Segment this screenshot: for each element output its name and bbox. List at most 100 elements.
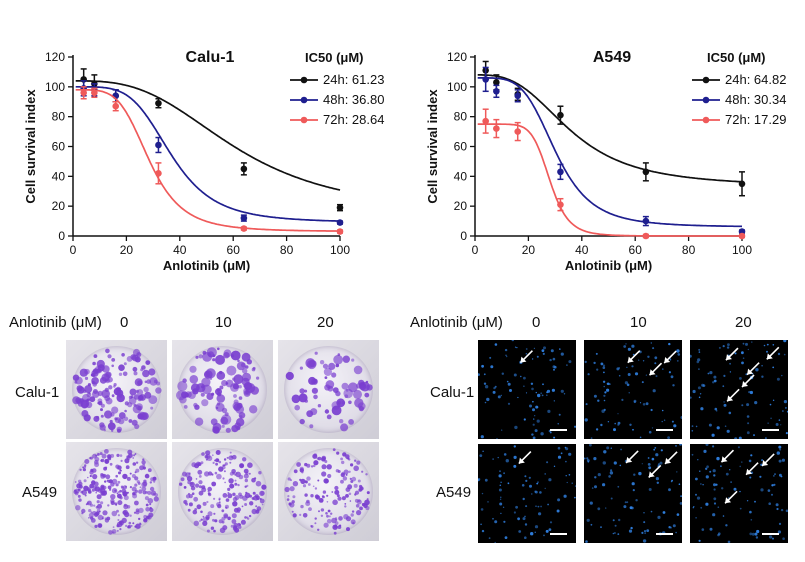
colony-plate (66, 442, 167, 541)
point-marker (493, 125, 500, 132)
y-tick-label: 40 (454, 169, 468, 183)
data-point (240, 162, 248, 176)
legend-marker (300, 96, 308, 104)
colony-dots (285, 351, 373, 432)
point-marker (482, 117, 489, 125)
x-tick-label: 100 (330, 243, 350, 257)
y-tick-label: 100 (45, 80, 65, 94)
data-point (112, 101, 120, 112)
point-marker (557, 111, 564, 119)
colony-dots (176, 347, 260, 434)
data-point (557, 197, 564, 212)
x-tick-label: 60 (227, 243, 241, 257)
point-marker (240, 214, 248, 222)
point-marker (557, 201, 564, 208)
y-tick-label: 20 (454, 199, 468, 213)
data-point (482, 108, 489, 134)
microscopy-cells (584, 342, 682, 439)
x-axis-label: Anlotinib (μM) (565, 258, 652, 273)
legend-entry: 48h: 36.80 (323, 92, 384, 107)
x-tick-label: 80 (280, 243, 294, 257)
data-point (336, 219, 344, 226)
data-point (336, 228, 344, 235)
data-point (557, 163, 564, 181)
legend-title: IC50 (μM) (707, 50, 766, 65)
legend-marker (300, 76, 308, 84)
legend-marker (702, 96, 710, 104)
point-marker (482, 76, 489, 83)
y-tick-label: 100 (447, 80, 467, 94)
microscopy-cells (690, 340, 788, 439)
colony-dots (284, 448, 370, 535)
microscopy-image (584, 340, 682, 439)
series-curve-1 (477, 77, 743, 228)
point-marker (336, 219, 344, 226)
microscopy-image (690, 340, 788, 439)
x-tick-label: 40 (575, 243, 589, 257)
data-point (493, 84, 500, 99)
microscopy-cells (478, 445, 576, 543)
point-marker (738, 232, 746, 240)
point-marker (155, 170, 162, 177)
x-tick-label: 20 (120, 243, 134, 257)
data-point (91, 87, 98, 99)
colony-row-label-a549: A549 (22, 484, 58, 501)
y-axis-label: Cell survival index (23, 89, 38, 204)
colony-dots (72, 348, 162, 433)
legend-marker (300, 116, 308, 124)
y-tick-label: 80 (52, 110, 66, 124)
point-marker (642, 217, 650, 225)
colony-plate (278, 442, 379, 541)
microscopy-cells (584, 444, 682, 543)
data-point (642, 215, 650, 227)
x-tick-label: 100 (732, 243, 752, 257)
microscopy-image (690, 444, 788, 543)
microscopy-cells (478, 340, 576, 439)
y-tick-label: 60 (52, 140, 66, 154)
colony-treatment-label: Anlotinib (μM) (9, 314, 102, 331)
legend-marker (702, 116, 710, 124)
y-axis-label: Cell survival index (425, 89, 440, 204)
microscopy-image (584, 444, 682, 543)
legend-entry: 48h: 30.34 (725, 92, 786, 107)
colony-conc-1: 10 (215, 314, 232, 331)
point-marker (642, 168, 650, 176)
x-tick-label: 40 (173, 243, 187, 257)
microscopy-panel: Anlotinib (μM) 0 10 20 Calu-1 A549 (402, 310, 805, 550)
x-tick-label: 60 (629, 243, 643, 257)
data-point (240, 214, 248, 222)
series-curve-2 (75, 88, 340, 232)
data-point (155, 98, 162, 109)
data-point (482, 66, 489, 93)
y-tick-label: 120 (447, 50, 467, 64)
colony-row-label-calu1: Calu-1 (15, 384, 60, 401)
data-point (514, 121, 522, 142)
y-tick-label: 120 (45, 50, 65, 64)
point-marker (642, 232, 650, 240)
legend-title: IC50 (μM) (305, 50, 364, 65)
point-marker (155, 141, 162, 149)
chart-calu1: 0 20 40 60 80 100 120 0 20 40 60 80 100 Anlotinib (μM… (23, 49, 384, 273)
data-point (80, 86, 87, 100)
microscopy-image (478, 340, 576, 439)
legend-entry: 72h: 28.64 (323, 112, 384, 127)
colony-plate (172, 442, 273, 541)
x-tick-label: 80 (682, 243, 696, 257)
micro-row-label-a549: A549 (436, 484, 472, 501)
data-point (642, 162, 650, 182)
x-tick-label: 20 (522, 243, 536, 257)
series-curve-2 (477, 123, 742, 237)
chart-title: Calu-1 (186, 49, 235, 66)
x-tick-label: 0 (70, 243, 77, 257)
y-tick-label: 20 (52, 199, 66, 213)
microscopy-cells (691, 444, 788, 543)
y-tick-label: 60 (454, 140, 468, 154)
data-point (240, 225, 248, 232)
data-point (514, 89, 522, 103)
y-tick-label: 0 (460, 229, 467, 243)
point-marker (493, 79, 500, 86)
data-point (493, 118, 500, 139)
point-marker (155, 99, 162, 107)
point-marker (336, 228, 344, 235)
colony-dots (179, 450, 267, 534)
